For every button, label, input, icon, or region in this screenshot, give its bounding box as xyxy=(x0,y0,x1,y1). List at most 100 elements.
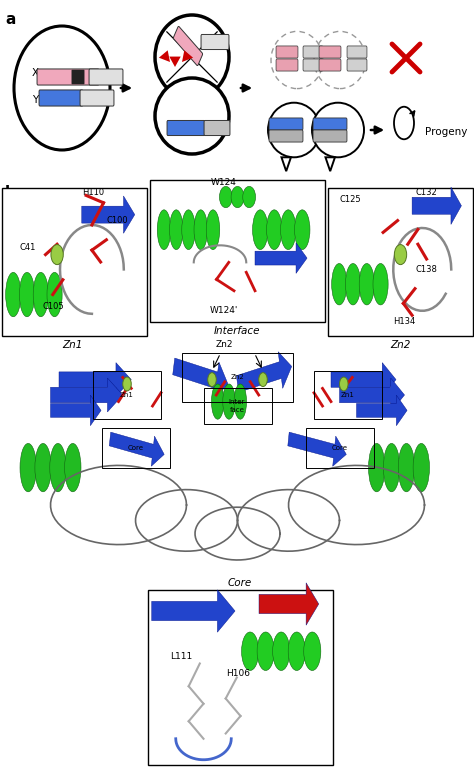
FancyBboxPatch shape xyxy=(80,90,114,106)
Circle shape xyxy=(51,244,63,264)
Ellipse shape xyxy=(64,443,81,492)
Text: a: a xyxy=(5,12,15,27)
Ellipse shape xyxy=(359,264,374,305)
Text: Progeny: Progeny xyxy=(425,127,467,137)
FancyArrow shape xyxy=(173,358,228,399)
FancyArrow shape xyxy=(412,187,461,224)
Ellipse shape xyxy=(231,187,244,207)
Bar xyxy=(203,389,272,423)
Bar xyxy=(328,188,473,336)
Text: C132: C132 xyxy=(415,188,437,197)
Bar xyxy=(314,371,382,419)
FancyArrow shape xyxy=(288,433,346,466)
Text: Core: Core xyxy=(128,445,144,451)
Text: Y: Y xyxy=(32,95,38,105)
Ellipse shape xyxy=(304,632,321,671)
Text: X: X xyxy=(31,68,38,78)
FancyArrow shape xyxy=(82,196,135,234)
Ellipse shape xyxy=(206,210,220,250)
FancyArrow shape xyxy=(356,395,407,426)
FancyBboxPatch shape xyxy=(313,130,347,142)
Text: Zn1: Zn1 xyxy=(120,392,134,398)
Ellipse shape xyxy=(332,264,347,305)
Text: Zn2: Zn2 xyxy=(390,340,410,350)
Ellipse shape xyxy=(266,210,282,250)
Polygon shape xyxy=(282,157,291,171)
FancyBboxPatch shape xyxy=(319,46,341,58)
Ellipse shape xyxy=(182,210,195,250)
Ellipse shape xyxy=(155,78,229,154)
FancyBboxPatch shape xyxy=(347,46,367,58)
Polygon shape xyxy=(159,50,170,62)
Ellipse shape xyxy=(194,210,208,250)
Text: H106: H106 xyxy=(226,669,250,678)
Polygon shape xyxy=(169,56,181,67)
Ellipse shape xyxy=(413,443,429,492)
Ellipse shape xyxy=(234,384,246,419)
Circle shape xyxy=(259,372,267,386)
Circle shape xyxy=(339,377,348,391)
Text: Zn2: Zn2 xyxy=(216,340,234,348)
Bar xyxy=(2,188,147,336)
Ellipse shape xyxy=(6,272,21,317)
Bar xyxy=(25,340,450,560)
FancyBboxPatch shape xyxy=(89,69,123,85)
Text: C100: C100 xyxy=(106,216,128,225)
Ellipse shape xyxy=(294,210,310,250)
Bar xyxy=(148,590,333,765)
Ellipse shape xyxy=(33,272,48,317)
Text: Zn1: Zn1 xyxy=(62,340,82,350)
Ellipse shape xyxy=(155,15,229,99)
Text: Core: Core xyxy=(228,578,252,588)
Polygon shape xyxy=(326,157,335,171)
Text: W124: W124 xyxy=(210,178,237,187)
Bar xyxy=(93,371,161,419)
FancyBboxPatch shape xyxy=(173,26,202,66)
Text: H110: H110 xyxy=(82,188,104,197)
Ellipse shape xyxy=(253,210,268,250)
Ellipse shape xyxy=(157,210,171,250)
FancyBboxPatch shape xyxy=(201,35,229,49)
FancyArrow shape xyxy=(51,395,101,426)
Bar xyxy=(150,180,325,322)
FancyArrow shape xyxy=(259,583,319,625)
FancyBboxPatch shape xyxy=(347,59,367,71)
FancyArrow shape xyxy=(109,433,164,466)
FancyBboxPatch shape xyxy=(269,118,303,130)
Bar xyxy=(101,428,170,467)
FancyBboxPatch shape xyxy=(276,46,298,58)
Ellipse shape xyxy=(242,632,259,671)
Ellipse shape xyxy=(243,187,255,207)
Bar xyxy=(182,353,293,402)
FancyBboxPatch shape xyxy=(303,46,323,58)
FancyArrow shape xyxy=(255,243,307,274)
FancyBboxPatch shape xyxy=(276,59,298,71)
Ellipse shape xyxy=(170,210,183,250)
Ellipse shape xyxy=(312,103,364,157)
Ellipse shape xyxy=(398,443,415,492)
FancyBboxPatch shape xyxy=(167,120,205,136)
Circle shape xyxy=(394,244,407,264)
FancyBboxPatch shape xyxy=(204,120,230,136)
FancyBboxPatch shape xyxy=(303,59,323,71)
Ellipse shape xyxy=(281,210,296,250)
Text: Interface: Interface xyxy=(214,326,260,336)
Text: C41: C41 xyxy=(19,243,36,251)
Ellipse shape xyxy=(14,26,110,150)
Ellipse shape xyxy=(383,443,400,492)
FancyArrow shape xyxy=(59,362,131,396)
FancyBboxPatch shape xyxy=(269,130,303,142)
Text: Core: Core xyxy=(331,445,347,451)
Ellipse shape xyxy=(50,443,66,492)
Text: C125: C125 xyxy=(339,195,361,204)
Text: W124': W124' xyxy=(210,306,237,315)
FancyBboxPatch shape xyxy=(72,69,84,84)
Ellipse shape xyxy=(223,384,235,419)
Text: b: b xyxy=(5,185,16,200)
FancyArrow shape xyxy=(331,362,396,396)
Ellipse shape xyxy=(19,272,35,317)
Ellipse shape xyxy=(373,264,388,305)
FancyBboxPatch shape xyxy=(319,59,341,71)
FancyBboxPatch shape xyxy=(39,90,83,106)
Polygon shape xyxy=(182,50,193,62)
